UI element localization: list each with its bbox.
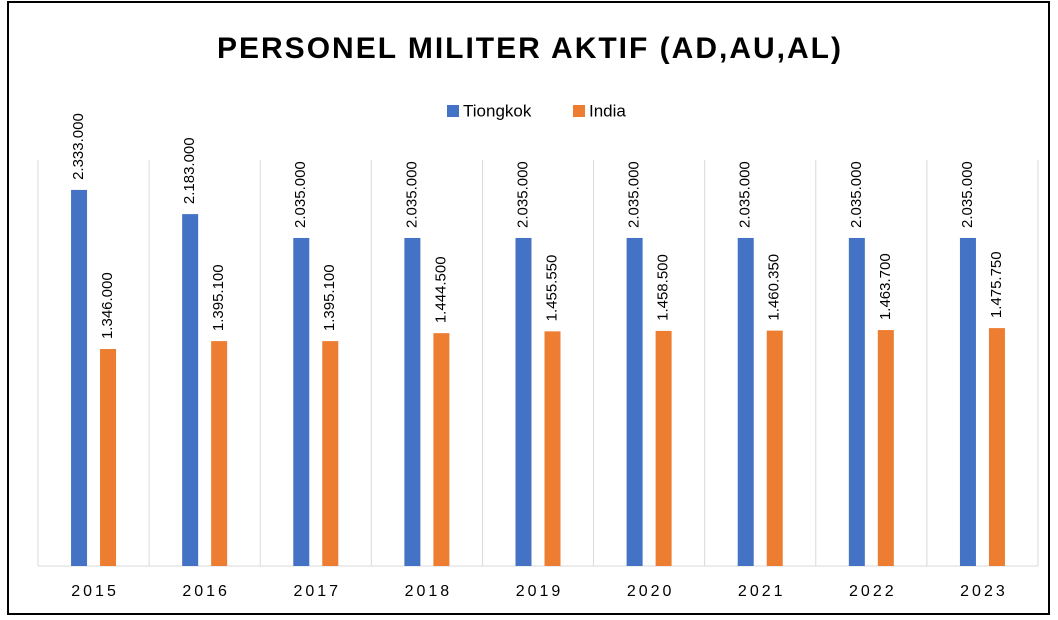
x-tick-label: 2020 [627, 583, 675, 600]
data-label: 2.035.000 [959, 161, 976, 228]
data-label: 2.035.000 [626, 161, 643, 228]
bar [848, 237, 865, 566]
data-label: 2.035.000 [737, 161, 754, 228]
data-label: 1.460.350 [766, 254, 783, 321]
legend-label: Tiongkok [463, 101, 532, 120]
bar [544, 331, 561, 566]
data-label: 1.444.500 [432, 256, 449, 323]
x-tick-label: 2022 [849, 583, 897, 600]
bar [433, 333, 450, 566]
bar [322, 341, 339, 566]
bar [211, 341, 228, 566]
x-tick-label: 2016 [182, 583, 230, 600]
data-label: 2.035.000 [848, 161, 865, 228]
chart-title: PERSONEL MILITER AKTIF (AD,AU,AL) [217, 32, 843, 65]
bar [877, 330, 894, 566]
bar [404, 237, 421, 566]
bar [515, 237, 532, 566]
data-label: 2.035.000 [403, 161, 420, 228]
bar [71, 189, 88, 566]
bar [182, 214, 199, 566]
data-label: 1.346.000 [99, 272, 116, 339]
bar [655, 330, 672, 566]
bar [737, 237, 754, 566]
bar [293, 237, 310, 566]
bar [988, 328, 1005, 566]
data-label: 1.475.750 [988, 251, 1005, 318]
data-label: 1.455.550 [543, 255, 560, 322]
data-label: 1.463.700 [877, 253, 894, 320]
x-tick-label: 2015 [71, 583, 119, 600]
data-label: 1.458.500 [655, 254, 672, 321]
bar [100, 349, 117, 566]
x-tick-label: 2023 [960, 583, 1008, 600]
x-tick-label: 2021 [738, 583, 786, 600]
data-label: 2.333.000 [70, 113, 87, 180]
data-label: 2.183.000 [181, 137, 198, 204]
legend-swatch [573, 105, 585, 117]
x-tick-label: 2018 [405, 583, 453, 600]
legend-swatch [447, 105, 459, 117]
data-label: 1.395.100 [321, 264, 338, 331]
legend-label: India [589, 101, 626, 120]
data-label: 2.035.000 [292, 161, 309, 228]
data-label: 1.395.100 [210, 264, 227, 331]
data-label: 2.035.000 [514, 161, 531, 228]
bar [766, 330, 783, 566]
bar [959, 237, 976, 566]
x-tick-label: 2019 [516, 583, 564, 600]
bar [626, 237, 643, 566]
x-tick-label: 2017 [293, 583, 341, 600]
